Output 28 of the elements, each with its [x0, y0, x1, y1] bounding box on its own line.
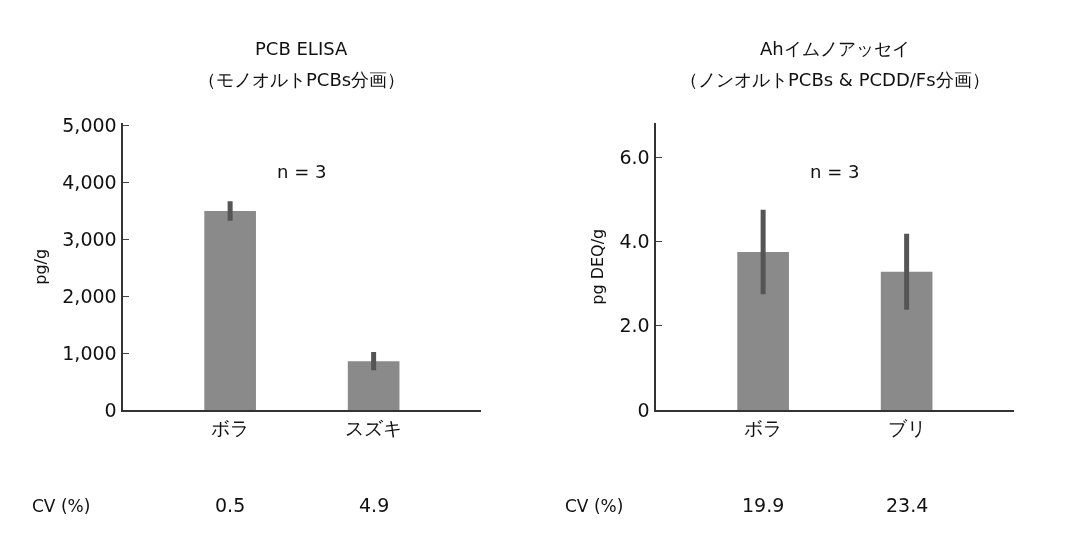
- annotation: n = 3: [810, 161, 860, 182]
- y-tick-label: 4.0: [619, 230, 650, 253]
- y-tick-label: 3,000: [62, 228, 117, 251]
- x-tick-label: ブリ: [887, 416, 926, 439]
- chart-title: PCB ELISA: [255, 38, 348, 59]
- y-tick-label: 5,000: [62, 114, 117, 137]
- x-tick-label: ボラ: [744, 416, 783, 439]
- chart-subtitle: （ノンオルトPCBs & PCDD/Fs分画）: [680, 69, 990, 90]
- y-tick-label: 0: [104, 398, 117, 421]
- text: 23.4: [886, 494, 929, 516]
- text: CV (%): [32, 496, 91, 516]
- chart-title: Ahイムノアッセイ: [760, 38, 910, 59]
- y-axis-title: pg/g: [30, 248, 50, 285]
- y-tick-label: 0: [637, 398, 650, 421]
- text: CV (%): [565, 496, 624, 516]
- x-tick-label: ボラ: [211, 416, 250, 439]
- y-tick-label: 6.0: [619, 145, 650, 168]
- chart-subtitle: （モノオルトPCBs分画）: [198, 69, 406, 90]
- y-tick-label: 2,000: [62, 284, 117, 307]
- y-tick-label: 4,000: [62, 171, 117, 194]
- text: 4.9: [359, 494, 390, 516]
- y-tick-label: 1,000: [62, 341, 117, 364]
- y-tick-label: 2.0: [619, 314, 650, 337]
- annotation: n = 3: [277, 161, 327, 182]
- text: 19.9: [742, 494, 785, 516]
- y-axis-title: pg DEQ/g: [587, 228, 607, 305]
- text: 0.5: [215, 494, 246, 516]
- x-tick-label: スズキ: [345, 416, 403, 439]
